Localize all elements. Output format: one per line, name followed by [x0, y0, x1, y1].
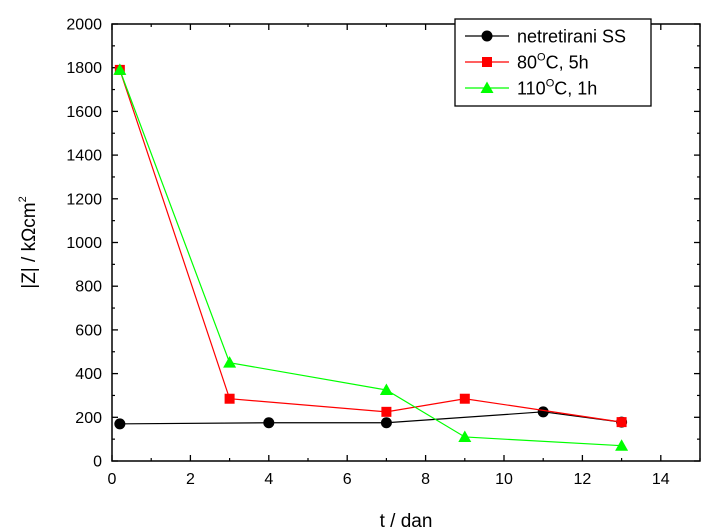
- y-tick-label: 0: [93, 454, 102, 471]
- y-tick-label: 2000: [66, 17, 102, 34]
- x-tick-label: 14: [652, 471, 670, 488]
- y-tick-label: 800: [75, 279, 102, 296]
- x-tick-label: 2: [186, 471, 195, 488]
- data-point: [224, 393, 235, 404]
- x-tick-label: 4: [264, 471, 273, 488]
- legend-label-part: C, 5h: [546, 53, 589, 73]
- y-tick-label: 1000: [66, 235, 102, 252]
- legend-label: netretirani SS: [517, 27, 626, 47]
- data-point: [459, 393, 470, 404]
- legend-swatch-marker: [480, 81, 494, 93]
- legend-label-sup: O: [537, 52, 546, 64]
- legend-label: 110OC, 1h: [517, 78, 597, 99]
- series-layer: [113, 63, 629, 451]
- legend-label-part: 110: [517, 79, 546, 99]
- data-point: [113, 63, 127, 75]
- series-2: [114, 64, 627, 428]
- series-3: [113, 63, 629, 451]
- legend-label: 80OC, 5h: [517, 52, 589, 73]
- data-point: [381, 406, 392, 417]
- y-tick-label: 1200: [66, 191, 102, 208]
- y-tick-label: 200: [75, 410, 102, 427]
- data-point: [458, 430, 472, 442]
- y-axis-title-sup: 2: [17, 196, 29, 202]
- series-1: [114, 406, 628, 430]
- y-axis-title: |Z| / kΩcm2: [17, 196, 40, 288]
- y-tick-label: 1600: [66, 104, 102, 121]
- data-point: [380, 417, 392, 429]
- data-point: [615, 439, 629, 451]
- x-tick-label: 0: [108, 471, 117, 488]
- x-tick-label: 6: [343, 471, 352, 488]
- legend-label-part: netretirani SS: [517, 27, 626, 47]
- y-tick-label: 1800: [66, 60, 102, 77]
- y-tick-label: 600: [75, 322, 102, 339]
- x-tick-label: 10: [495, 471, 513, 488]
- data-point: [537, 406, 549, 418]
- x-tick-label: 8: [421, 471, 430, 488]
- x-tick-label: 12: [574, 471, 592, 488]
- data-point: [379, 383, 393, 395]
- legend-swatch-marker: [481, 30, 493, 42]
- y-axis-title-main: |Z| / kΩcm: [19, 202, 40, 288]
- y-tick-label: 1400: [66, 148, 102, 165]
- series-line: [119, 69, 622, 447]
- data-point: [263, 417, 275, 429]
- data-point: [616, 417, 627, 428]
- x-axis-title: t / dan: [380, 511, 433, 531]
- legend-label-sup: O: [546, 78, 555, 90]
- y-tick-label: 400: [75, 366, 102, 383]
- legend-swatch-marker: [482, 57, 492, 67]
- series-line: [119, 69, 622, 423]
- legend-label-part: 80: [517, 53, 537, 73]
- data-point: [223, 356, 237, 368]
- legend-label-part: C, 1h: [554, 79, 597, 99]
- data-point: [114, 418, 126, 430]
